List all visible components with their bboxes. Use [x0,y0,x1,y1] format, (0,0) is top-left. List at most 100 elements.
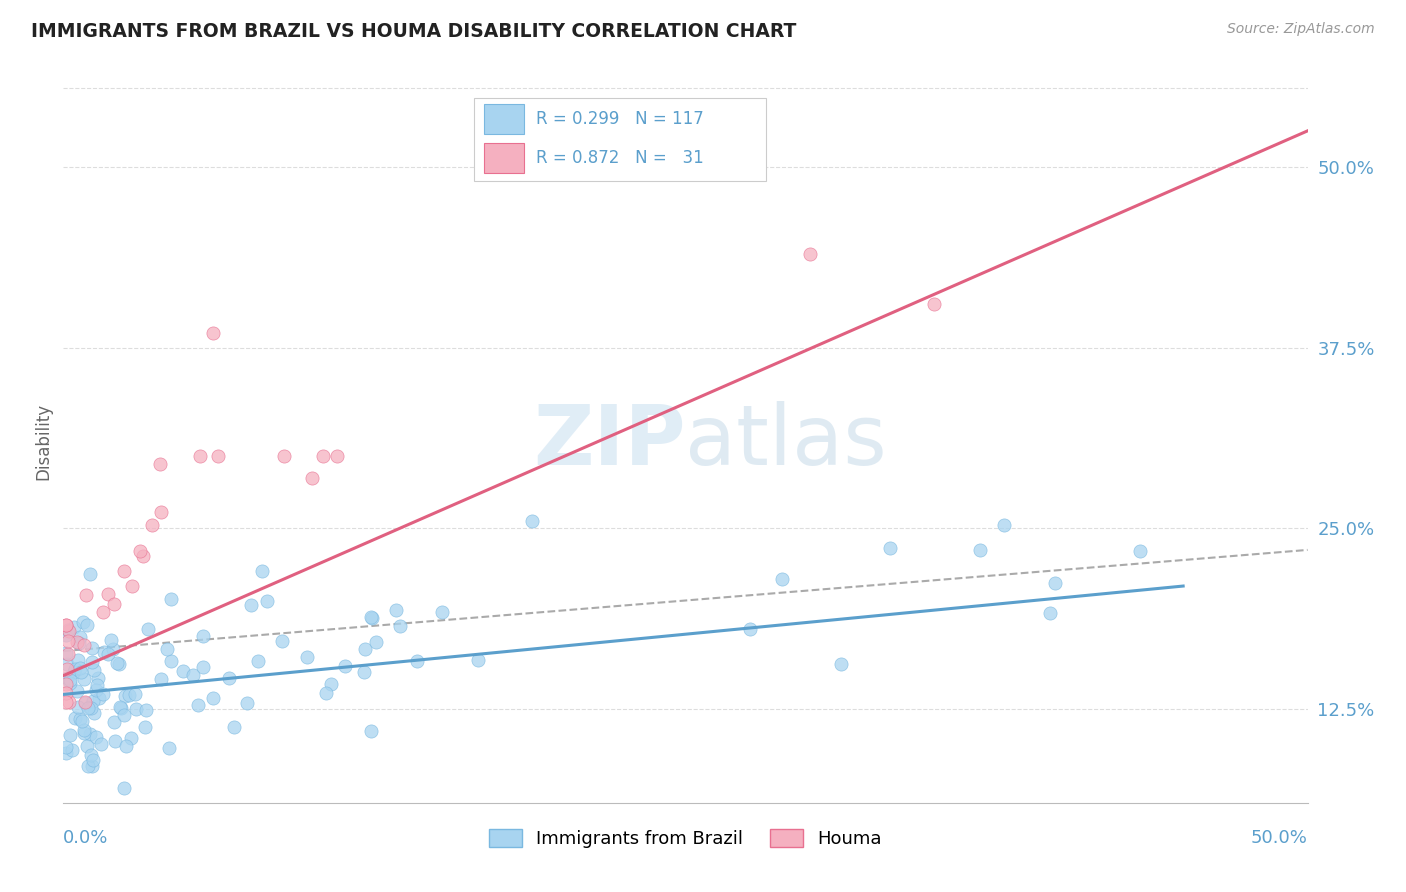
Point [191,629,214,643]
Point [353,665,375,679]
Point [135,703,157,717]
Point [63,665,86,679]
FancyBboxPatch shape [474,98,766,181]
Point [118,689,141,703]
Point [1129,544,1152,558]
Point [105,657,128,671]
Point [67,653,90,667]
Point [103,597,125,611]
Text: 50.0%: 50.0% [1251,829,1308,847]
Point [150,505,173,519]
Point [87,691,110,706]
Point [969,542,991,557]
Point [73,638,96,652]
Point [67,636,90,650]
Point [770,572,793,586]
Point [66,699,89,714]
Point [80,655,103,669]
Point [82,753,104,767]
Point [132,549,155,563]
Text: Source: ZipAtlas.com: Source: ZipAtlas.com [1227,22,1375,37]
Point [56,647,79,661]
Point [218,671,240,685]
Point [353,642,375,657]
Point [160,654,183,668]
Point [124,687,146,701]
Point [224,720,246,734]
Point [100,632,122,647]
Point [207,449,229,463]
Point [191,659,214,673]
Point [97,587,120,601]
Point [136,622,159,636]
Point [82,640,104,655]
Point [93,645,115,659]
Point [360,723,382,738]
Point [250,564,273,578]
Point [76,739,98,754]
Point [75,588,97,602]
Point [58,624,80,639]
Point [55,677,77,691]
Point [467,653,489,667]
Point [107,657,129,671]
Point [55,628,77,642]
Point [59,673,82,687]
Point [86,730,108,744]
Point [83,694,105,708]
Point [59,676,82,690]
Point [77,699,100,714]
Point [86,678,108,692]
Point [134,720,156,734]
Point [86,683,108,698]
Text: IMMIGRANTS FROM BRAZIL VS HOUMA DISABILITY CORRELATION CHART: IMMIGRANTS FROM BRAZIL VS HOUMA DISABILI… [31,22,796,41]
Point [301,471,323,485]
FancyBboxPatch shape [484,143,523,173]
Point [55,739,77,754]
Point [65,635,87,649]
Point [879,541,901,556]
Point [103,715,125,730]
Text: R = 0.872   N =   31: R = 0.872 N = 31 [536,149,704,167]
Point [1039,607,1062,621]
Point [430,605,453,619]
FancyBboxPatch shape [484,104,523,135]
Point [55,662,77,676]
Point [522,514,544,528]
Point [69,665,91,680]
Point [149,457,172,471]
Point [155,642,177,657]
Point [76,617,98,632]
Point [69,630,91,644]
Point [312,449,335,463]
Point [385,603,408,617]
Point [77,701,100,715]
Point [58,728,80,742]
Point [110,701,132,715]
Point [69,661,91,675]
Point [157,740,180,755]
Point [172,664,194,678]
Text: R = 0.299   N = 117: R = 0.299 N = 117 [536,111,704,128]
Point [91,605,114,619]
Point [60,742,83,756]
Point [181,668,204,682]
Point [80,701,103,715]
Point [361,611,384,625]
Point [58,695,80,709]
Point [201,326,224,341]
Point [55,617,77,632]
Point [56,657,79,671]
Point [315,686,337,700]
Y-axis label: Disability: Disability [34,403,52,480]
Point [93,687,115,701]
Point [389,619,412,633]
Point [55,685,77,699]
Point [149,673,172,687]
Point [79,727,101,741]
Point [55,617,77,632]
Point [740,622,762,636]
Point [73,725,96,739]
Point [360,610,382,624]
Point [405,654,427,668]
